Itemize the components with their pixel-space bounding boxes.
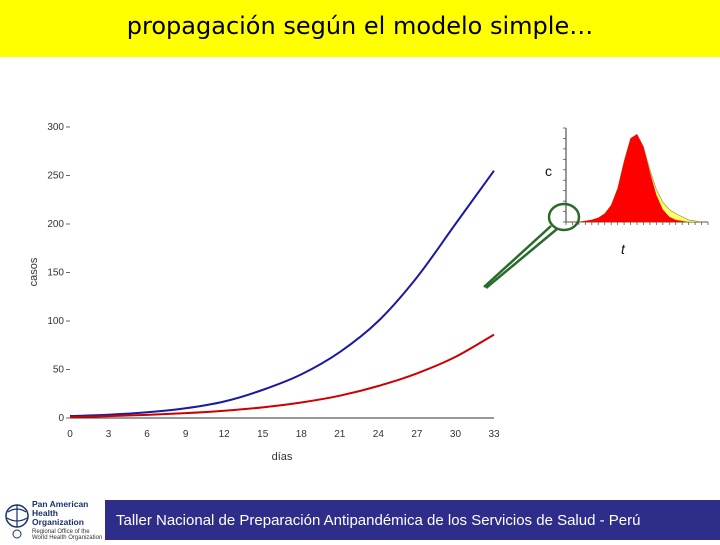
- x-tick-label: 33: [488, 429, 500, 440]
- footer-text: Taller Nacional de Preparación Antipandé…: [116, 512, 641, 529]
- inset-area-1: [566, 134, 708, 222]
- y-tick-label: 50: [53, 365, 65, 376]
- x-tick-label: 15: [257, 429, 269, 440]
- x-tick-label: 21: [334, 429, 346, 440]
- series-line-2: [69, 333, 495, 419]
- series-line-1: [69, 170, 495, 418]
- inset-chart: ct: [483, 122, 712, 289]
- logo-subtitle: Regional Office of the World Health Orga…: [32, 529, 103, 541]
- globe-icon: [5, 504, 29, 539]
- x-tick-label: 30: [450, 429, 462, 440]
- x-tick-label: 6: [144, 429, 150, 440]
- x-tick-label: 0: [67, 429, 73, 440]
- x-tick-label: 9: [183, 429, 189, 440]
- y-tick-label: 300: [47, 122, 64, 133]
- x-tick-label: 24: [373, 429, 385, 440]
- y-tick-label: 150: [47, 268, 64, 279]
- inset-y-label: c: [545, 163, 552, 179]
- callout-line-1: [483, 225, 552, 288]
- x-tick-label: 18: [296, 429, 308, 440]
- footer-band: [105, 500, 720, 540]
- main-chart: 0 50 100 150 200 250 300 0 3 6 9 12 15 18 21 24 27 30 33 dí…: [28, 122, 500, 463]
- x-tick-label: 27: [411, 429, 423, 440]
- y-axis-label: casos: [28, 257, 40, 286]
- x-tick-label: 12: [219, 429, 231, 440]
- inset-x-label: t: [621, 241, 626, 257]
- x-axis-label: días: [272, 451, 293, 463]
- title-bar: [0, 0, 720, 57]
- callout-line-2: [485, 228, 558, 289]
- y-tick-label: 250: [47, 171, 64, 182]
- y-tick-label: 0: [58, 413, 64, 424]
- y-tick-label: 200: [47, 219, 64, 230]
- slide-title: propagación según el modelo simple…: [126, 12, 594, 40]
- highlight-ellipse: [547, 202, 581, 232]
- logo-name: Pan American Health Organization: [32, 499, 89, 527]
- y-tick-label: 100: [47, 316, 64, 327]
- footer: Taller Nacional de Preparación Antipandé…: [0, 500, 720, 540]
- chart-area: 0 50 100 150 200 250 300 0 3 6 9 12 15 18 21 24 27 30 33 dí…: [28, 122, 712, 463]
- paho-logo: Pan American Health Organization Regiona…: [4, 499, 104, 541]
- x-tick-label: 3: [106, 429, 112, 440]
